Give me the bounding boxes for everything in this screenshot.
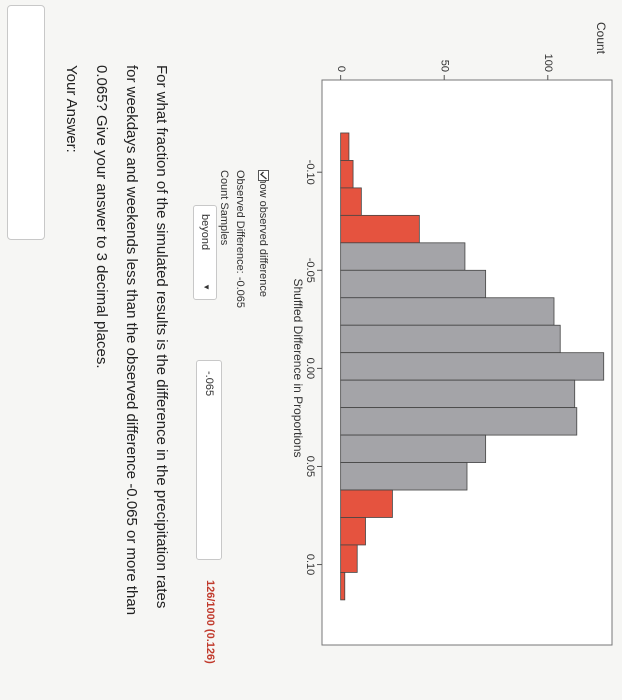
question-line: 0.065? Give your answer to 3 decimal pla… [93,65,110,369]
bar [340,572,346,601]
bar [340,214,420,244]
x-tick-label: 0.00 [304,358,316,379]
y-axis-label: Count [594,22,608,55]
bar [340,407,578,436]
bar [340,297,555,326]
count-samples-label: Count Samples [218,170,230,246]
bar [340,544,358,573]
y-tick-label: 0 [335,66,347,72]
bar [340,517,366,546]
answer-input[interactable] [7,5,45,240]
y-tick-label: 50 [438,60,450,72]
bar [340,324,561,354]
x-tick-label: 0.05 [304,456,316,477]
observed-value: -0.065 [234,276,246,309]
bar [340,242,466,271]
bar [340,132,350,161]
bar [340,489,393,518]
question-line: for weekdays and weekends less than the … [123,65,140,616]
bar [340,352,605,381]
direction-value: beyond [199,214,211,251]
x-tick-label: 0.10 [304,554,316,575]
question-line: For what fraction of the simulated resul… [153,65,170,609]
result: 126/1000 (0.126) [204,580,216,664]
observed-label: Observed Difference: [234,170,246,274]
show-observed-label: Show observed difference [257,170,269,297]
bar [340,269,487,299]
show-observed[interactable]: Show observed difference [257,170,269,297]
y-tick-label: 100 [542,54,554,72]
bar [340,160,354,189]
observed-difference: Observed Difference: -0.065 [234,170,246,308]
answer-label: Your Answer: [63,65,80,153]
bar [340,187,362,216]
checkbox[interactable] [258,170,269,181]
bar [340,462,468,491]
cutoff-input[interactable]: -.065 [196,360,222,560]
chart: Count 0 50 100 -0.10 -0.05 0.00 0.05 0.10 Shuffl… [291,22,613,646]
x-axis-label: Shuffled Difference in Proportions [291,279,305,458]
x-tick-label: -0.05 [304,258,316,283]
bar [340,434,487,463]
x-tick-label: -0.10 [304,160,316,185]
dropdown-arrow: ▼ [202,283,211,291]
bar [340,379,576,409]
direction-select[interactable]: beyond ▼ [193,205,217,300]
